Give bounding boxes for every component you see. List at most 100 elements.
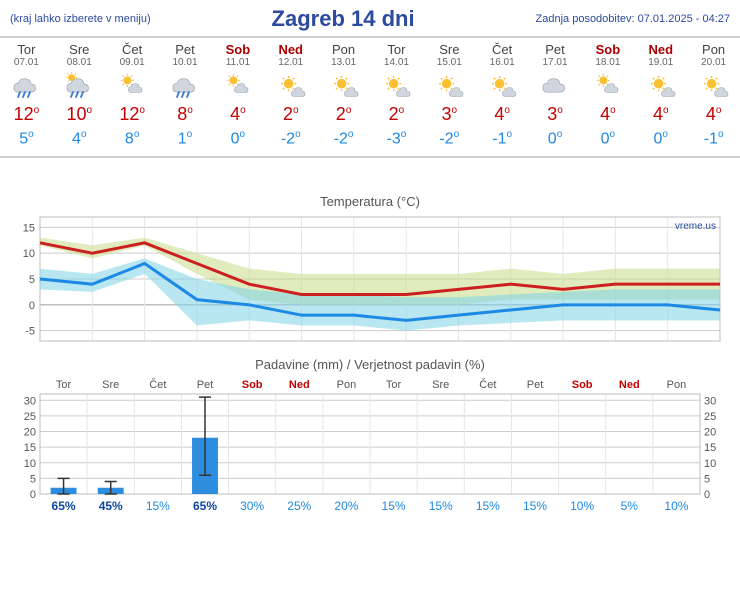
weather-icon [159, 72, 212, 100]
weather-icon [687, 72, 740, 100]
svg-text:15%: 15% [429, 499, 453, 513]
high-temp: 3o [529, 104, 582, 125]
svg-text:15%: 15% [382, 499, 406, 513]
svg-text:20: 20 [704, 427, 716, 439]
location-hint[interactable]: (kraj lahko izberete v meniju) [10, 13, 151, 25]
svg-text:15: 15 [23, 223, 35, 235]
svg-text:Sre: Sre [102, 379, 119, 391]
day-col[interactable]: Sre08.0110o4o [53, 38, 106, 156]
svg-text:Tor: Tor [386, 379, 402, 391]
svg-text:15%: 15% [146, 499, 170, 513]
high-temp: 8o [159, 104, 212, 125]
svg-text:65%: 65% [52, 499, 76, 513]
svg-text:30: 30 [24, 396, 36, 408]
day-col[interactable]: Pon13.012o-2o [317, 38, 370, 156]
svg-text:Ned: Ned [289, 379, 310, 391]
svg-text:0: 0 [704, 489, 710, 501]
svg-text:Tor: Tor [56, 379, 72, 391]
high-temp: 4o [476, 104, 529, 125]
day-date: 08.01 [53, 57, 106, 68]
precipitation-chart: 005510101515202025253030TorSreČetPetSobN… [10, 374, 730, 514]
low-temp: -1o [687, 129, 740, 148]
high-temp: 2o [317, 104, 370, 125]
high-temp: 4o [581, 104, 634, 125]
svg-text:Pet: Pet [197, 379, 214, 391]
weather-icon [211, 72, 264, 100]
svg-text:10%: 10% [570, 499, 594, 513]
day-date: 18.01 [581, 57, 634, 68]
high-temp: 10o [53, 104, 106, 125]
svg-text:Sre: Sre [432, 379, 449, 391]
low-temp: 0o [581, 129, 634, 148]
svg-text:Pet: Pet [527, 379, 544, 391]
day-of-week: Pet [529, 42, 582, 57]
svg-text:5: 5 [30, 474, 36, 486]
svg-text:0: 0 [29, 300, 35, 312]
svg-text:25: 25 [24, 411, 36, 423]
day-of-week: Pon [687, 42, 740, 57]
day-col[interactable]: Čet09.0112o8o [106, 38, 159, 156]
weather-icon [106, 72, 159, 100]
svg-text:30%: 30% [240, 499, 264, 513]
svg-text:25: 25 [704, 411, 716, 423]
day-of-week: Čet [476, 42, 529, 57]
weather-icon [317, 72, 370, 100]
svg-text:45%: 45% [99, 499, 123, 513]
high-temp: 12o [0, 104, 53, 125]
svg-text:-5: -5 [25, 326, 35, 338]
day-of-week: Sob [211, 42, 264, 57]
low-temp: -2o [423, 129, 476, 148]
day-date: 17.01 [529, 57, 582, 68]
day-col[interactable]: Sob11.014o0o [211, 38, 264, 156]
high-temp: 12o [106, 104, 159, 125]
day-col[interactable]: Tor07.01 12o 5o [0, 38, 53, 156]
day-date: 13.01 [317, 57, 370, 68]
weather-icon [0, 72, 53, 100]
svg-text:10: 10 [23, 248, 35, 260]
day-of-week: Sre [423, 42, 476, 57]
day-date: 14.01 [370, 57, 423, 68]
page-title: Zagreb 14 dni [272, 6, 415, 32]
svg-text:10%: 10% [664, 499, 688, 513]
day-of-week: Ned [634, 42, 687, 57]
low-temp: -2o [317, 129, 370, 148]
day-of-week: Tor [0, 42, 53, 57]
day-col[interactable]: Pet10.018o1o [159, 38, 212, 156]
day-col[interactable]: Čet16.014o-1o [476, 38, 529, 156]
low-temp: 8o [106, 129, 159, 148]
svg-text:20: 20 [24, 427, 36, 439]
low-temp: 4o [53, 129, 106, 148]
svg-text:10: 10 [704, 458, 716, 470]
day-date: 16.01 [476, 57, 529, 68]
header-bar: (kraj lahko izberete v meniju) Zagreb 14… [0, 0, 740, 38]
day-col[interactable]: Ned19.014o0o [634, 38, 687, 156]
svg-text:Sob: Sob [572, 379, 593, 391]
day-date: 11.01 [211, 57, 264, 68]
day-date: 07.01 [0, 57, 53, 68]
svg-text:vreme.us: vreme.us [675, 221, 716, 232]
day-col[interactable]: Sre15.013o-2o [423, 38, 476, 156]
svg-text:15%: 15% [476, 499, 500, 513]
day-col[interactable]: Pet17.01 3o 0o [529, 38, 582, 156]
day-of-week: Sob [581, 42, 634, 57]
svg-text:Čet: Čet [479, 378, 496, 391]
day-of-week: Pet [159, 42, 212, 57]
low-temp: 5o [0, 129, 53, 148]
day-of-week: Ned [264, 42, 317, 57]
weather-icon [264, 72, 317, 100]
weather-icon [53, 72, 106, 100]
low-temp: -3o [370, 129, 423, 148]
day-col[interactable]: Tor14.012o-3o [370, 38, 423, 156]
svg-text:15%: 15% [523, 499, 547, 513]
day-col[interactable]: Ned12.012o-2o [264, 38, 317, 156]
day-col[interactable]: Pon20.014o-1o [687, 38, 740, 156]
day-date: 20.01 [687, 57, 740, 68]
svg-text:0: 0 [30, 489, 36, 501]
temp-chart-title: Temperatura (°C) [10, 194, 730, 209]
day-col[interactable]: Sob18.01 4o 0o [581, 38, 634, 156]
svg-text:15: 15 [24, 442, 36, 454]
day-date: 12.01 [264, 57, 317, 68]
low-temp: 0o [529, 129, 582, 148]
day-date: 10.01 [159, 57, 212, 68]
day-date: 19.01 [634, 57, 687, 68]
